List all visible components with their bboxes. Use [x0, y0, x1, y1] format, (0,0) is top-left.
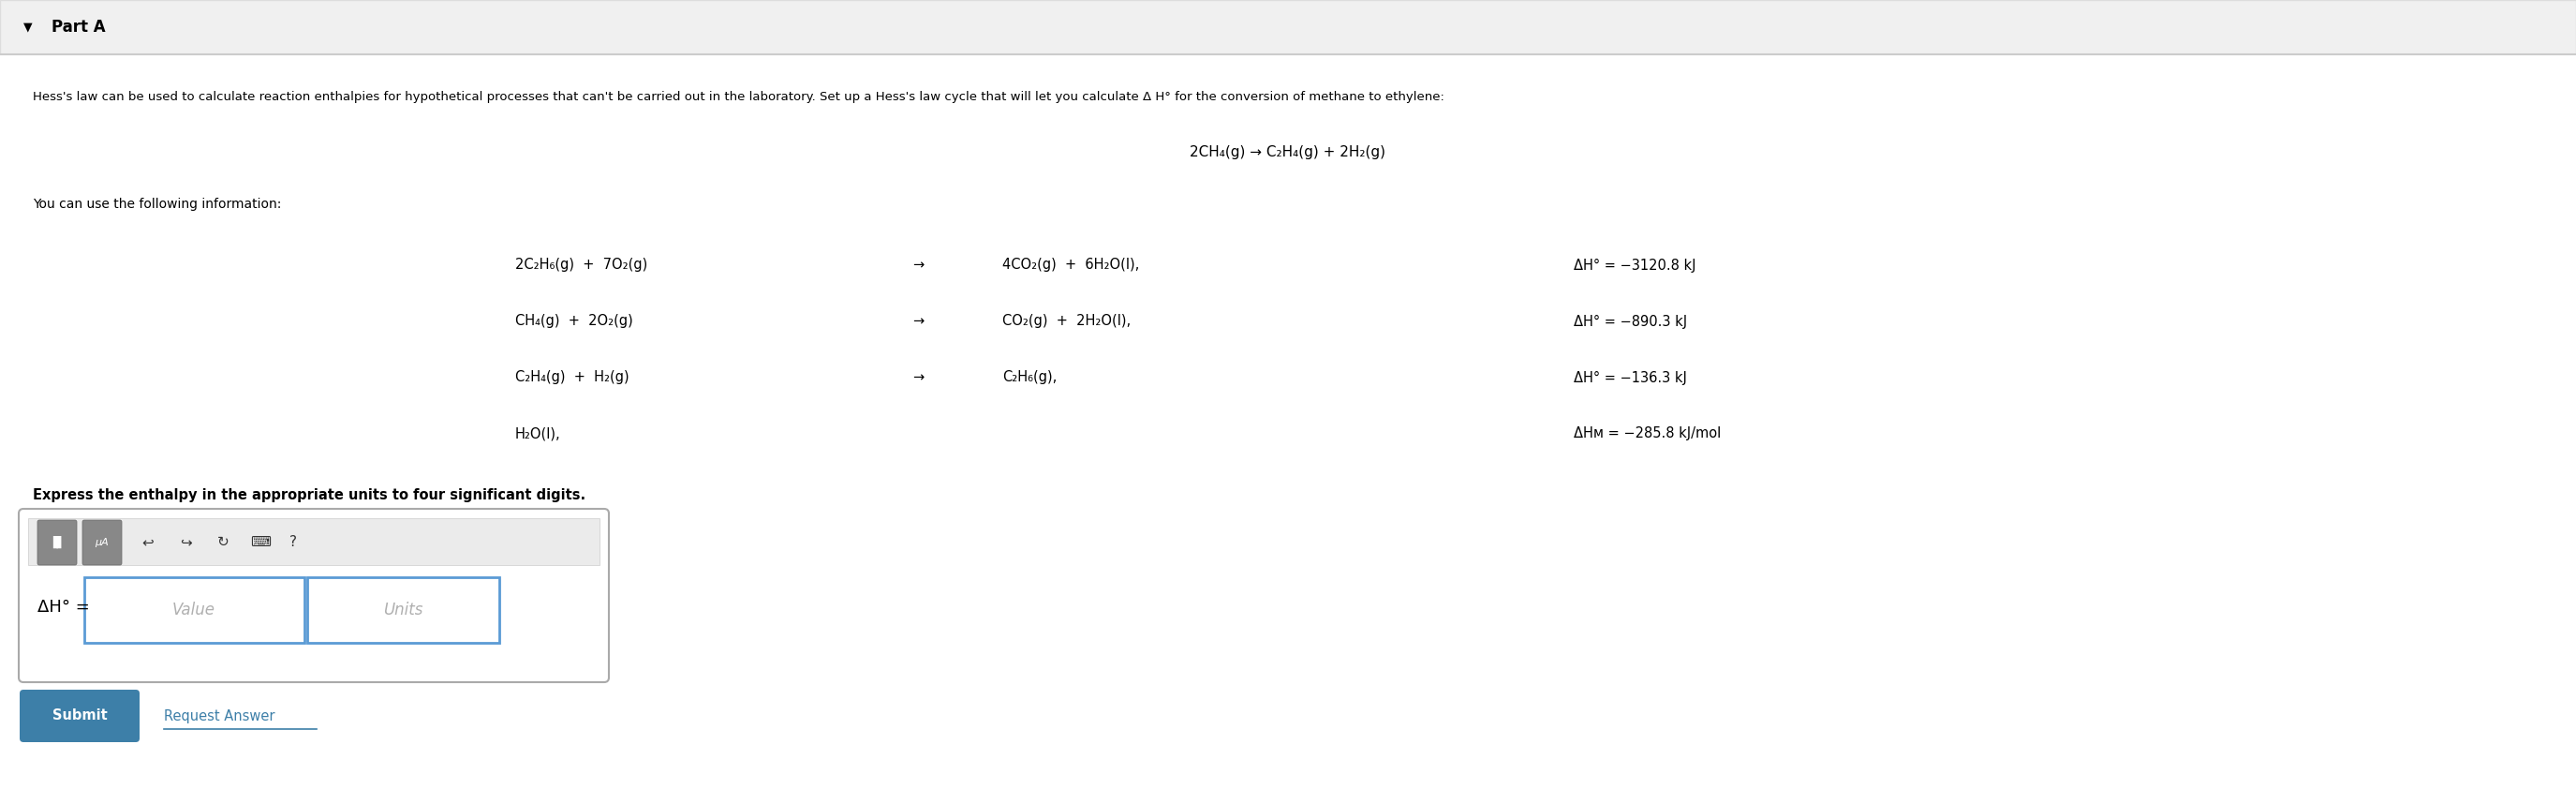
Text: You can use the following information:: You can use the following information:	[33, 198, 281, 211]
Text: ΔHᴍ = −285.8 kJ/mol: ΔHᴍ = −285.8 kJ/mol	[1574, 427, 1721, 441]
Text: ↻: ↻	[216, 535, 229, 549]
Text: Units: Units	[384, 601, 422, 618]
Text: ΔH° = −136.3 kJ: ΔH° = −136.3 kJ	[1574, 371, 1687, 384]
Text: Value: Value	[173, 601, 216, 618]
Text: ⌨: ⌨	[250, 535, 270, 549]
Text: ΔH° = −3120.8 kJ: ΔH° = −3120.8 kJ	[1574, 258, 1695, 273]
Text: H₂O(l),: H₂O(l),	[515, 427, 562, 441]
FancyBboxPatch shape	[0, 0, 2576, 55]
Text: →: →	[912, 314, 925, 329]
FancyBboxPatch shape	[21, 690, 139, 742]
Text: →: →	[912, 371, 925, 384]
Text: Express the enthalpy in the appropriate units to four significant digits.: Express the enthalpy in the appropriate …	[33, 488, 585, 502]
Text: ?: ?	[289, 535, 296, 549]
Text: →: →	[912, 258, 925, 273]
Text: ↩: ↩	[142, 535, 155, 549]
Text: ▐▌: ▐▌	[49, 536, 67, 548]
Text: CH₄(g)  +  2O₂(g): CH₄(g) + 2O₂(g)	[515, 314, 634, 329]
Text: ▼: ▼	[23, 21, 33, 33]
Text: CO₂(g)  +  2H₂O(l),: CO₂(g) + 2H₂O(l),	[1002, 314, 1131, 329]
FancyBboxPatch shape	[39, 520, 77, 565]
Text: 2C₂H₆(g)  +  7O₂(g): 2C₂H₆(g) + 7O₂(g)	[515, 258, 647, 273]
FancyBboxPatch shape	[82, 520, 121, 565]
Text: μA: μA	[95, 537, 108, 547]
Text: ΔH° = −890.3 kJ: ΔH° = −890.3 kJ	[1574, 314, 1687, 329]
Text: ΔH° =: ΔH° =	[39, 599, 90, 616]
Text: Part A: Part A	[52, 18, 106, 35]
FancyBboxPatch shape	[0, 55, 2576, 804]
FancyBboxPatch shape	[28, 519, 600, 565]
Text: C₂H₄(g)  +  H₂(g): C₂H₄(g) + H₂(g)	[515, 371, 629, 384]
Text: Request Answer: Request Answer	[165, 709, 276, 723]
FancyBboxPatch shape	[18, 509, 608, 682]
Text: 4CO₂(g)  +  6H₂O(l),: 4CO₂(g) + 6H₂O(l),	[1002, 258, 1139, 273]
Text: C₂H₆(g),: C₂H₆(g),	[1002, 371, 1056, 384]
Text: Hess's law can be used to calculate reaction enthalpies for hypothetical process: Hess's law can be used to calculate reac…	[33, 90, 1445, 103]
Text: Submit: Submit	[52, 709, 108, 723]
Text: ↪: ↪	[180, 535, 191, 549]
FancyBboxPatch shape	[307, 577, 500, 643]
FancyBboxPatch shape	[85, 577, 304, 643]
Text: 2CH₄(g) → C₂H₄(g) + 2H₂(g): 2CH₄(g) → C₂H₄(g) + 2H₂(g)	[1190, 146, 1386, 160]
